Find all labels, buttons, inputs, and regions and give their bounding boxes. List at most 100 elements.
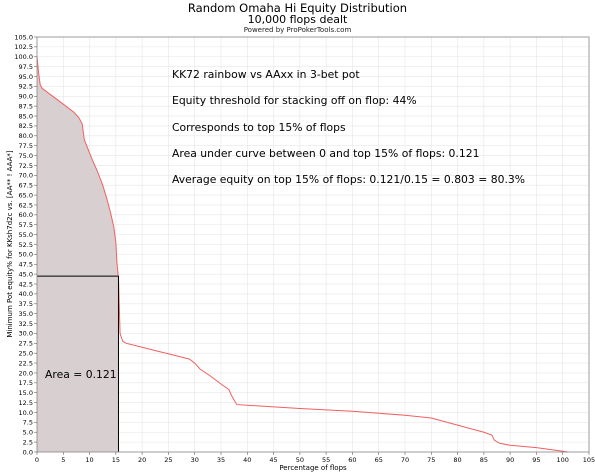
x-tick: 90 [506, 452, 514, 464]
y-tick-label: 12.5 [19, 399, 33, 407]
x-tick-label: 15 [112, 456, 120, 464]
y-tick: 95.0 [19, 73, 37, 81]
y-tick-label: 52.5 [19, 241, 33, 249]
x-tick-label: 55 [322, 456, 330, 464]
y-tick-label: 72.5 [19, 162, 33, 170]
y-tick: 25.0 [19, 349, 37, 357]
chart-credit: Powered by ProPokerTools.com [243, 26, 352, 34]
x-tick: 105 [583, 452, 595, 464]
y-tick-label: 92.5 [19, 83, 33, 91]
y-tick: 60.0 [19, 211, 37, 219]
y-tick-label: 97.5 [19, 63, 33, 71]
x-tick: 30 [191, 452, 199, 464]
y-tick: 22.5 [19, 359, 37, 367]
y-tick-label: 55.0 [19, 231, 33, 239]
y-tick-label: 95.0 [19, 73, 33, 81]
y-tick-label: 85.0 [19, 112, 33, 120]
y-tick-label: 67.5 [19, 182, 33, 190]
y-tick-label: 82.5 [19, 122, 33, 130]
y-tick-label: 60.0 [19, 211, 33, 219]
x-tick-label: 45 [269, 456, 277, 464]
x-tick: 20 [138, 452, 146, 464]
y-tick-label: 10.0 [19, 409, 33, 417]
y-tick-label: 42.5 [19, 280, 33, 288]
y-tick: 37.5 [19, 300, 37, 308]
y-tick: 82.5 [19, 122, 37, 130]
y-tick-label: 17.5 [19, 379, 33, 387]
y-tick: 105.0 [14, 33, 37, 41]
x-tick-label: 20 [138, 456, 146, 464]
annotation-1: KK72 rainbow vs AAxx in 3-bet pot [172, 68, 360, 81]
y-tick-label: 90.0 [19, 93, 33, 101]
area-label: Area = 0.121 [45, 368, 117, 381]
x-tick-label: 105 [583, 456, 595, 464]
annotation-4: Area under curve between 0 and top 15% o… [172, 147, 479, 160]
x-tick-label: 5 [61, 456, 65, 464]
x-tick: 0 [35, 452, 39, 464]
chart-subtitle: 10,000 flops dealt [247, 13, 348, 26]
y-tick: 15.0 [19, 389, 37, 397]
y-tick: 97.5 [19, 63, 37, 71]
y-tick: 0.0 [23, 448, 37, 456]
y-tick-label: 102.5 [14, 43, 33, 51]
x-tick-label: 35 [217, 456, 225, 464]
x-tick: 50 [296, 452, 304, 464]
shaded-area [37, 56, 119, 452]
x-tick-label: 95 [532, 456, 540, 464]
y-tick-label: 32.5 [19, 320, 33, 328]
y-tick: 12.5 [19, 399, 37, 407]
y-tick: 62.5 [19, 201, 37, 209]
y-tick: 102.5 [14, 43, 37, 51]
y-tick: 87.5 [19, 102, 37, 110]
y-tick-label: 5.0 [23, 429, 33, 437]
y-tick-label: 20.0 [19, 369, 33, 377]
y-tick-label: 70.0 [19, 172, 33, 180]
y-tick-label: 45.0 [19, 270, 33, 278]
y-tick-label: 22.5 [19, 359, 33, 367]
y-tick-label: 50.0 [19, 251, 33, 259]
x-tick: 5 [61, 452, 65, 464]
x-tick: 75 [427, 452, 435, 464]
x-tick: 95 [532, 452, 541, 464]
y-tick: 80.0 [19, 132, 37, 140]
y-tick: 92.5 [19, 83, 37, 91]
y-tick-label: 77.5 [19, 142, 33, 150]
y-tick: 35.0 [19, 310, 37, 318]
y-tick: 65.0 [19, 191, 37, 199]
y-tick-label: 75.0 [19, 152, 33, 160]
y-tick: 20.0 [19, 369, 37, 377]
x-axis-label: Percentage of flops [279, 464, 347, 472]
x-tick: 100 [557, 452, 569, 464]
y-tick: 40.0 [19, 290, 37, 298]
y-axis-label: Minimum Pot equity% for KKsh7d2c vs. [AA… [6, 150, 14, 338]
x-tick: 55 [322, 452, 330, 464]
x-tick-label: 85 [480, 456, 488, 464]
y-tick: 90.0 [19, 93, 37, 101]
y-tick-label: 27.5 [19, 340, 33, 348]
x-tick-label: 10 [85, 456, 93, 464]
equity-curve [36, 56, 569, 453]
y-tick-label: 47.5 [19, 261, 33, 269]
y-tick-label: 100.0 [14, 53, 33, 61]
x-tick-label: 80 [453, 456, 461, 464]
y-tick: 17.5 [19, 379, 37, 387]
y-tick: 5.0 [23, 429, 37, 437]
y-tick: 57.5 [19, 221, 37, 229]
y-tick-label: 0.0 [23, 448, 33, 456]
x-tick: 65 [375, 452, 383, 464]
y-tick: 27.5 [19, 340, 37, 348]
y-tick-label: 2.5 [23, 438, 33, 446]
x-tick: 60 [348, 452, 357, 464]
x-tick-label: 50 [296, 456, 304, 464]
x-tick: 45 [269, 452, 278, 464]
x-tick-label: 40 [243, 456, 251, 464]
x-tick-label: 65 [375, 456, 383, 464]
y-tick: 55.0 [19, 231, 37, 239]
y-tick: 67.5 [19, 182, 37, 190]
y-tick: 100.0 [14, 53, 37, 61]
y-tick: 77.5 [19, 142, 37, 150]
x-tick-label: 60 [348, 456, 356, 464]
x-tick: 70 [401, 452, 409, 464]
y-tick: 2.5 [23, 438, 37, 446]
